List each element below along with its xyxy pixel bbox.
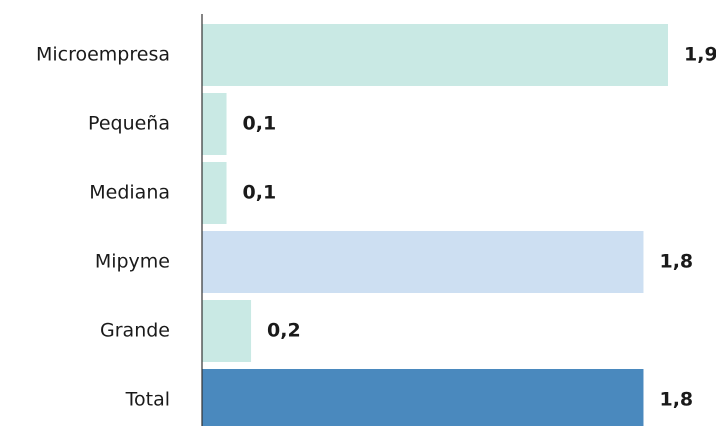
value-label: 0,1 — [243, 113, 277, 135]
category-label: Pequeña — [88, 113, 170, 135]
bar — [202, 93, 227, 155]
category-label: Mipyme — [95, 251, 170, 273]
category-label: Grande — [100, 320, 170, 342]
bar — [202, 24, 668, 86]
value-label: 1,8 — [659, 389, 693, 411]
bar — [202, 369, 644, 426]
bar — [202, 231, 644, 293]
category-label: Mediana — [89, 182, 170, 204]
bar — [202, 162, 227, 224]
value-label: 0,2 — [267, 320, 301, 342]
category-label: Microempresa — [36, 44, 170, 66]
bar — [202, 300, 252, 362]
category-label: Total — [125, 389, 170, 411]
value-label: 0,1 — [243, 182, 277, 204]
value-label: 1,9 — [684, 44, 716, 66]
value-label: 1,8 — [659, 251, 693, 273]
